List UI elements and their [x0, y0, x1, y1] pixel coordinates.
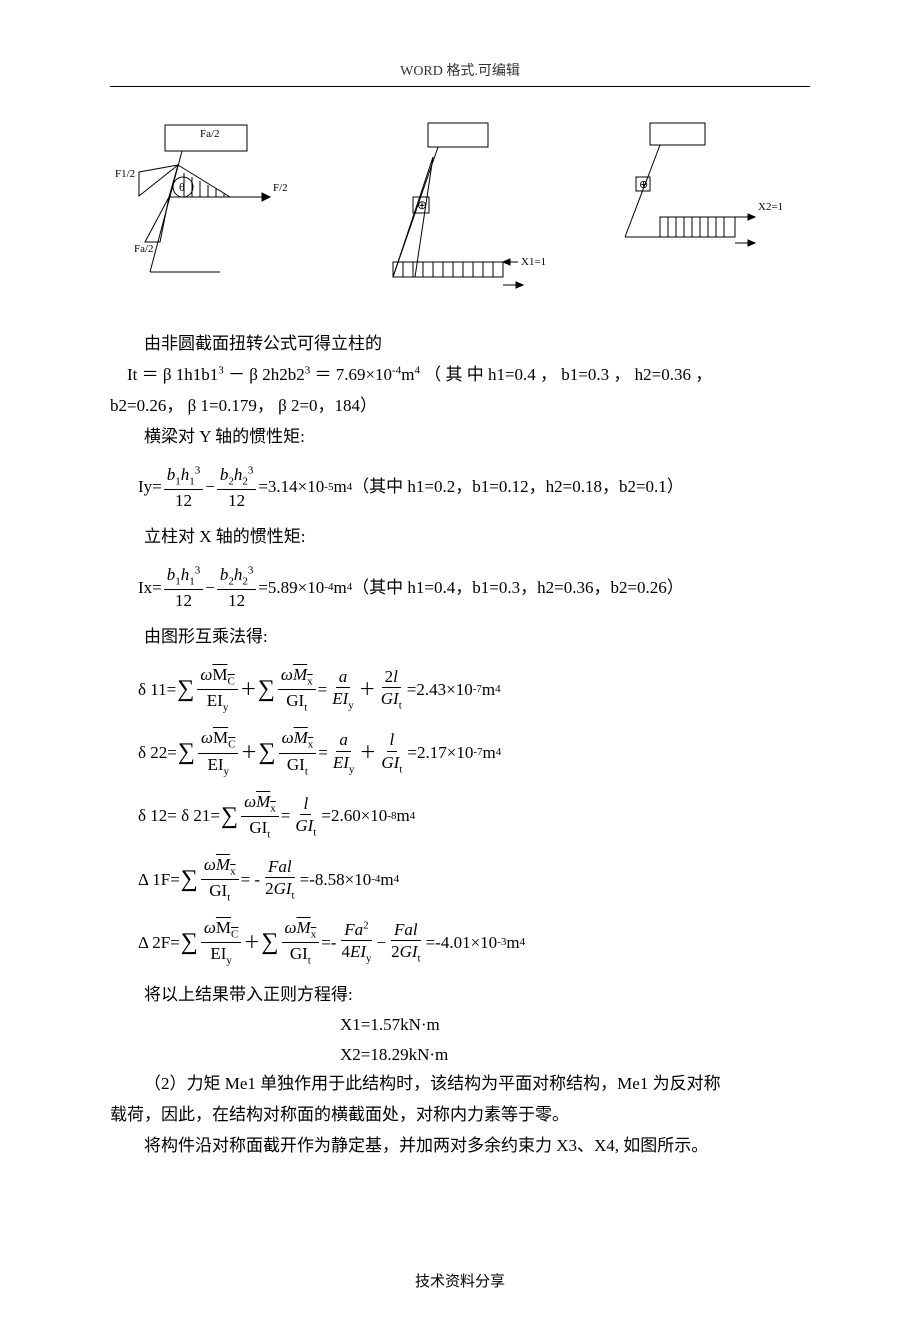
page-header: WORD 格式.可编辑	[110, 60, 810, 87]
label-theta: θ	[179, 180, 185, 194]
formula-iy: Iy= b1h1312 − b2h2312 =3.14×10-5 m4（其中 h…	[138, 464, 810, 511]
label-fa-top: Fa/2	[200, 128, 220, 140]
p6a: （2）力矩 Me1 单独作用于此结构时，该结构为平面对称结构，Me1 为反对称	[110, 1070, 810, 1099]
p6b: 载荷，因此，在结构对称面的横截面处，对称内力素等于零。	[110, 1101, 810, 1130]
label-plus-3: ⊕	[639, 179, 648, 191]
formula-d11: δ 11= ∑ ωMCEIy ＋ ∑ ωMxGIt = aEIy ＋ 2lGIt…	[138, 664, 810, 715]
x2-result: X2=18.29kN·m	[110, 1041, 810, 1068]
figure-1: Fa/2 F1/2 F/2 Fa/2 θ	[110, 117, 315, 302]
formula-d22: δ 22= ∑ ωMCEIy ＋ ∑ ωMxGIt = aEIy ＋ lGIt …	[138, 727, 810, 778]
label-f-right: F/2	[273, 182, 288, 194]
x1-result: X1=1.57kN·m	[110, 1011, 810, 1038]
figure-3: ⊕ X2=1	[600, 117, 810, 302]
p7: 将构件沿对称面截开作为静定基，并加两对多余约束力 X3、X4, 如图所示。	[110, 1132, 810, 1161]
label-x1: X1=1	[521, 256, 546, 268]
formula-d1f: Δ 1F= ∑ ωMxGIt = - Fal2GIt =-8.58×10-4m4	[138, 854, 810, 905]
figure-2: ⊕ X1=1	[353, 117, 563, 302]
formula-d2f: Δ 2F= ∑ ωMCEIy ＋ ∑ ωMxGIt =- Fa24EIy − F…	[138, 917, 810, 968]
label-f1-left: F1/2	[115, 168, 135, 180]
formula-d12: δ 12= δ 21= ∑ ωMxGIt = lGIt =2.60×10-8 m…	[138, 791, 810, 842]
formula-ix: Ix= b1h1312 − b2h2312 =5.89×10-4m4（其中 h1…	[138, 564, 810, 611]
label-fa-bottom: Fa/2	[134, 243, 154, 255]
p3: 立柱对 X 轴的惯性矩:	[110, 523, 810, 552]
p1: 由非圆截面扭转公式可得立柱的	[110, 330, 810, 359]
label-plus-2: ⊕	[417, 198, 427, 212]
page: WORD 格式.可编辑	[0, 0, 920, 1331]
it-line2: b2=0.26， β 1=0.179， β 2=0，184）	[110, 392, 810, 421]
p2: 横梁对 Y 轴的惯性矩:	[110, 423, 810, 452]
label-x2: X2=1	[758, 201, 783, 213]
p4: 由图形互乘法得:	[110, 623, 810, 652]
p5: 将以上结果带入正则方程得:	[110, 981, 810, 1010]
page-footer: 技术资料分享	[110, 1270, 810, 1291]
figure-row: Fa/2 F1/2 F/2 Fa/2 θ	[110, 117, 810, 302]
it-line: It ＝ β 1h1b13 － β 2h2b23 ＝ 7.69×10-4m4 （…	[110, 361, 810, 390]
